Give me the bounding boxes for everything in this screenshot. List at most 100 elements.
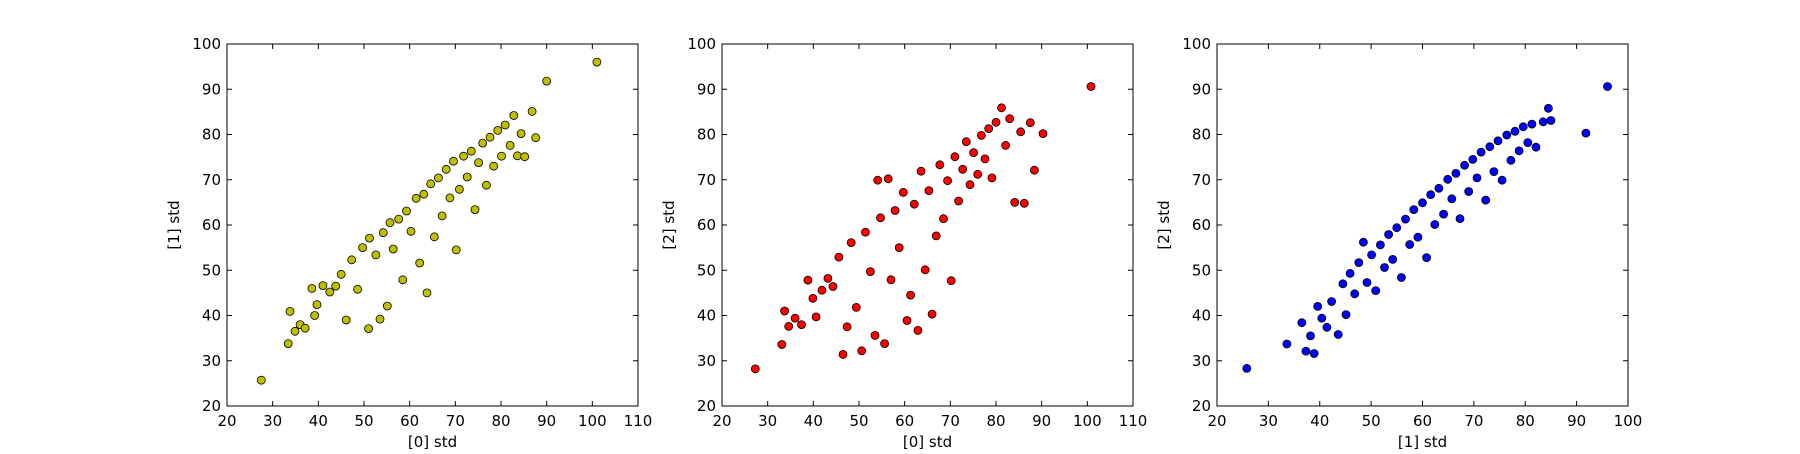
x-tick-label: 20 xyxy=(217,412,236,430)
scatter-point xyxy=(880,339,889,349)
x-tick-label: 60 xyxy=(1413,412,1432,430)
scatter-point xyxy=(991,117,1001,127)
scatter-point xyxy=(935,160,945,170)
y-tick-label: 90 xyxy=(697,80,716,98)
scatter-point xyxy=(398,275,408,285)
scatter-point xyxy=(1309,349,1319,358)
scatter-point xyxy=(1306,331,1315,341)
scatter-point xyxy=(1301,346,1311,356)
scatter-point xyxy=(1338,279,1348,289)
y-tick-label: 70 xyxy=(1192,171,1211,189)
scatter-point xyxy=(924,186,934,196)
scatter-point xyxy=(441,164,451,174)
scatter-point xyxy=(478,138,488,148)
x-tick-label: 80 xyxy=(491,412,510,430)
scatter-point xyxy=(808,293,818,303)
scatter-point xyxy=(318,281,328,291)
scatter-point xyxy=(997,103,1006,113)
scatter-point xyxy=(419,189,429,199)
scatter-point xyxy=(906,290,915,300)
scatter-point xyxy=(520,152,530,162)
scatter-point xyxy=(470,205,480,215)
x-tick-label: 100 xyxy=(578,412,607,430)
scatter-point xyxy=(1313,301,1323,311)
scatter-point xyxy=(1544,103,1553,113)
scatter-point xyxy=(777,340,787,349)
scatter-point xyxy=(902,316,912,325)
y-tick-label: 40 xyxy=(202,307,221,325)
scatter-point xyxy=(1523,138,1533,148)
scatter-point xyxy=(1409,205,1419,215)
scatter-point xyxy=(1422,253,1431,263)
scatter-point xyxy=(307,283,317,293)
scatter-point xyxy=(1397,273,1406,282)
scatter-point xyxy=(516,129,526,139)
y-tick-label: 60 xyxy=(202,216,221,234)
x-tick-label: 80 xyxy=(1516,412,1535,430)
scatter-point xyxy=(1418,198,1427,208)
x-tick-label: 30 xyxy=(263,412,282,430)
x-tick-label: 30 xyxy=(758,412,777,430)
scatter-point xyxy=(1371,286,1381,296)
scatter-point xyxy=(909,199,919,209)
y-tick-label: 100 xyxy=(192,35,221,53)
y-axis-label: [1] std xyxy=(165,200,183,249)
scatter-point xyxy=(1367,250,1376,260)
x-tick-label: 40 xyxy=(1310,412,1329,430)
scatter-point xyxy=(1430,220,1440,229)
scatter-point xyxy=(817,285,827,295)
scatter-point xyxy=(950,152,960,162)
scatter-point xyxy=(445,193,455,203)
scatter-point xyxy=(1460,160,1469,170)
scatter-point xyxy=(1405,240,1415,249)
scatter-point xyxy=(969,148,978,158)
scatter-point xyxy=(422,288,432,298)
y-axis-label: [2] std xyxy=(660,200,678,249)
scatter-point xyxy=(920,265,930,275)
scatter-point xyxy=(459,151,469,161)
scatter-point xyxy=(1455,214,1465,224)
y-tick-label: 90 xyxy=(1192,80,1211,98)
scatter-point xyxy=(1489,167,1499,177)
scatter-point xyxy=(1322,322,1332,332)
scatter-point xyxy=(1468,154,1478,164)
scatter-point xyxy=(980,154,990,164)
scatter-point xyxy=(1439,209,1448,219)
scatter-point xyxy=(1506,155,1516,165)
scatter-point xyxy=(365,233,374,243)
x-tick-label: 70 xyxy=(1464,412,1483,430)
x-tick-label: 70 xyxy=(446,412,465,430)
y-tick-label: 80 xyxy=(1192,126,1211,144)
scatter-point xyxy=(466,146,476,156)
scatter-point xyxy=(828,282,838,291)
scatter-point xyxy=(341,315,351,325)
scatter-point xyxy=(797,320,806,330)
x-tick-label: 50 xyxy=(1362,412,1381,430)
scatter-point xyxy=(481,180,491,190)
scatter-point xyxy=(1297,318,1307,328)
scatter-point xyxy=(331,281,341,291)
scatter-point xyxy=(1510,126,1520,136)
x-tick-label: 20 xyxy=(712,412,731,430)
scatter-point xyxy=(283,339,293,349)
scatter-point xyxy=(838,349,848,359)
scatter-point xyxy=(1362,278,1372,287)
scatter-point xyxy=(1025,118,1035,128)
scatter-point xyxy=(426,179,436,189)
x-tick-label: 80 xyxy=(986,412,1005,430)
scatter-point xyxy=(358,243,368,253)
scatter-panel-3: 20 30 40 50 60 70 80 90 100 20 30 40 50 60 70 80 90 100 [1… xyxy=(1155,35,1642,451)
scatter-point xyxy=(1317,313,1327,323)
scatter-point xyxy=(890,206,900,215)
scatter-point xyxy=(939,214,948,224)
scatter-point xyxy=(842,322,852,332)
scatter-point xyxy=(834,252,844,262)
y-tick-label: 60 xyxy=(697,216,716,234)
scatter-point xyxy=(256,375,266,385)
scatter-point xyxy=(927,309,937,319)
scatter-point xyxy=(1447,194,1457,204)
scatter-point xyxy=(449,156,458,166)
y-tick-label: 40 xyxy=(697,307,716,325)
y-tick-label: 30 xyxy=(697,352,716,370)
